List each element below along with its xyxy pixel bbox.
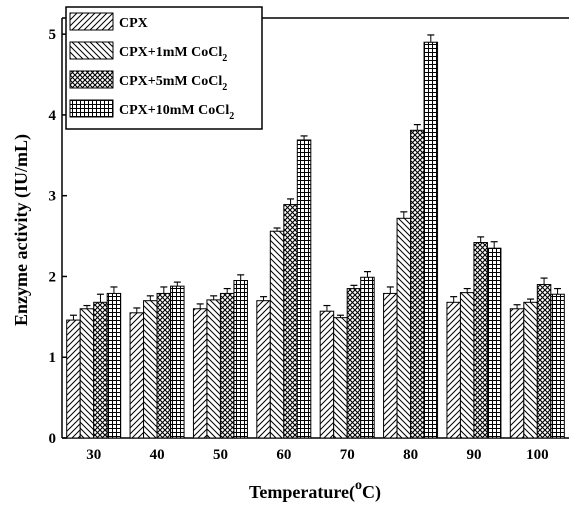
bar bbox=[93, 301, 108, 439]
legend-label-subscript: 2 bbox=[229, 111, 234, 122]
y-tick-label: 2 bbox=[49, 269, 57, 285]
bar bbox=[346, 288, 362, 439]
bar bbox=[143, 300, 158, 439]
legend-label-main: CPX bbox=[119, 16, 148, 31]
bar bbox=[256, 300, 271, 439]
bar bbox=[396, 217, 412, 439]
y-tick-label: 3 bbox=[49, 189, 57, 205]
legend-label-subscript: 2 bbox=[222, 53, 227, 64]
legend-swatch bbox=[69, 70, 114, 89]
bar bbox=[79, 308, 95, 439]
bar bbox=[523, 301, 538, 439]
bar bbox=[550, 293, 565, 439]
y-axis-ticks: 0 1 2 3 4 5 bbox=[49, 27, 67, 447]
bar bbox=[509, 308, 525, 439]
x-tick-label: 50 bbox=[213, 447, 228, 463]
legend-label-main: CPX+10mM CoCl bbox=[119, 103, 229, 118]
x-axis-title-end: C) bbox=[362, 482, 381, 503]
legend-label: CPX+5mM CoCl2 bbox=[119, 74, 227, 93]
x-axis-title-main: Temperature( bbox=[249, 482, 355, 503]
bar bbox=[156, 292, 172, 439]
legend-label-main: CPX+1mM CoCl bbox=[119, 45, 222, 60]
error-bars bbox=[69, 34, 562, 321]
x-tick-label: 70 bbox=[340, 447, 355, 463]
legend-swatch bbox=[69, 12, 114, 31]
legend-label: CPX+10mM CoCl2 bbox=[119, 103, 234, 122]
bar bbox=[219, 292, 235, 439]
legend-label: CPX+1mM CoCl2 bbox=[119, 45, 227, 64]
x-tick-label: 100 bbox=[526, 447, 549, 463]
legend-swatch bbox=[69, 41, 114, 60]
x-tick-label: 60 bbox=[276, 447, 291, 463]
x-axis-title: Temperature(oC) bbox=[249, 478, 381, 503]
bar bbox=[410, 129, 425, 439]
legend-label-subscript: 2 bbox=[222, 82, 227, 93]
bar bbox=[129, 312, 145, 439]
bar bbox=[486, 247, 502, 439]
bar bbox=[333, 317, 348, 439]
legend-label: CPX bbox=[119, 16, 148, 31]
x-tick-label: 40 bbox=[150, 447, 165, 463]
y-axis-title: Enzyme activity (IU/mL) bbox=[11, 134, 32, 326]
bar bbox=[536, 284, 552, 439]
bar bbox=[446, 301, 461, 439]
legend-swatch bbox=[69, 99, 114, 118]
x-axis-title-superscript: o bbox=[355, 478, 362, 493]
bar bbox=[106, 292, 122, 439]
bar bbox=[192, 308, 208, 439]
bar bbox=[473, 242, 488, 439]
legend-label-main: CPX+5mM CoCl bbox=[119, 74, 222, 89]
x-tick-label: 90 bbox=[466, 447, 481, 463]
bar bbox=[283, 204, 298, 439]
x-tick-label: 80 bbox=[403, 447, 418, 463]
bar bbox=[66, 319, 81, 439]
y-tick-label: 5 bbox=[49, 27, 57, 43]
y-tick-label: 0 bbox=[49, 431, 57, 447]
bar bbox=[269, 230, 285, 439]
bar bbox=[206, 299, 221, 439]
bar bbox=[423, 41, 439, 439]
bars bbox=[66, 41, 565, 439]
bar bbox=[170, 285, 185, 439]
x-tick-label: 30 bbox=[86, 447, 101, 463]
y-tick-label: 1 bbox=[49, 350, 57, 366]
bar bbox=[383, 292, 398, 439]
bar bbox=[360, 276, 375, 439]
bar bbox=[296, 139, 312, 439]
y-tick-label: 4 bbox=[49, 108, 57, 124]
bar bbox=[459, 292, 475, 439]
bar bbox=[233, 280, 248, 439]
bar bbox=[319, 310, 335, 439]
